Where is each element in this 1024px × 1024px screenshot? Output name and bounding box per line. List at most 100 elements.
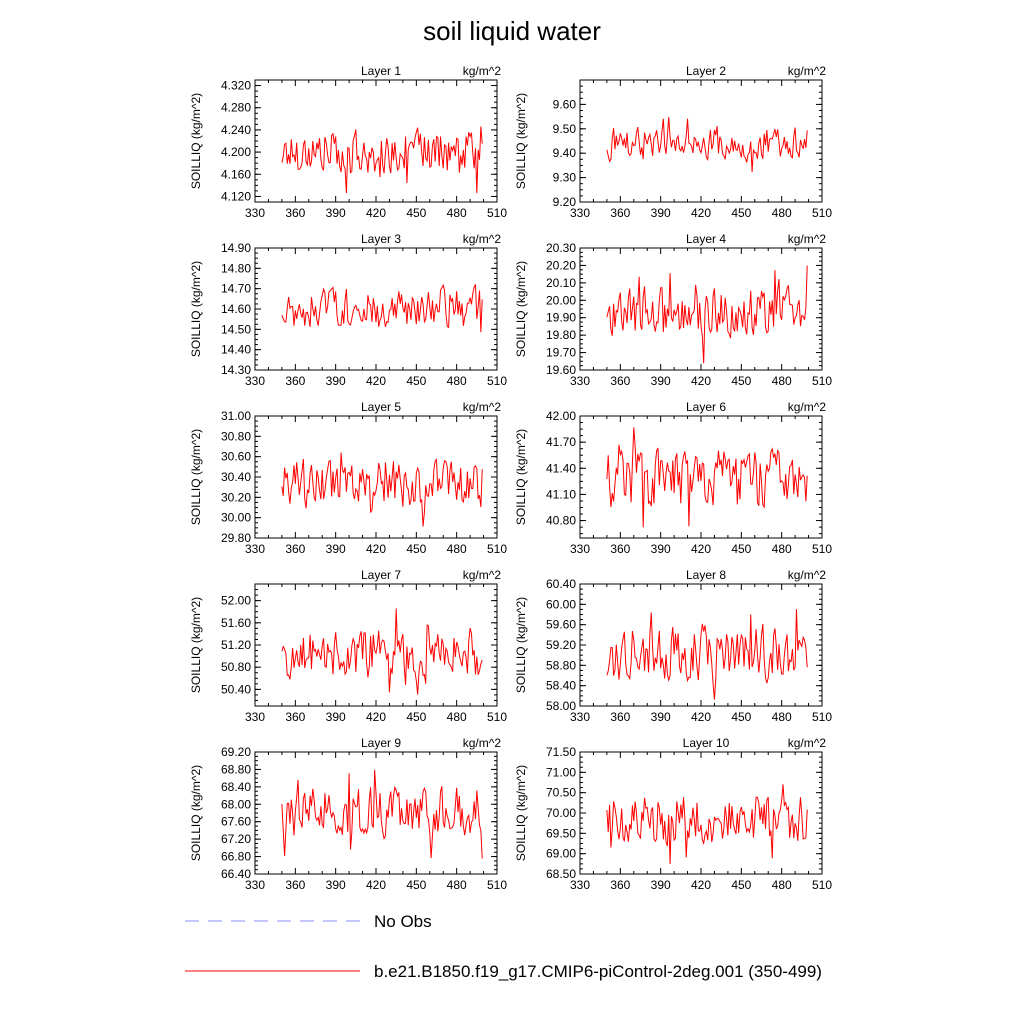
x-tick-label: 390 (651, 710, 671, 724)
legend-label-no-obs: No Obs (374, 912, 432, 931)
x-tick-label: 330 (570, 710, 590, 724)
y-tick-label: 30.20 (221, 490, 251, 504)
y-tick-label: 20.10 (546, 276, 576, 290)
y-tick-label: 42.00 (546, 409, 576, 423)
y-tick-label: 14.60 (221, 302, 251, 316)
y-tick-label: 69.00 (546, 847, 576, 861)
x-tick-label: 480 (772, 206, 792, 220)
panel-layer-4: Layer 4 kg/m^2 SOILLIQ (kg/m^2) 330 360 390 42… (514, 232, 832, 388)
y-tick-label: 68.80 (221, 762, 251, 776)
panel-title: Layer 7 (361, 568, 401, 582)
y-tick-label: 58.00 (546, 699, 576, 713)
y-tick-label: 51.60 (221, 616, 251, 630)
x-tick-label: 480 (772, 542, 792, 556)
x-tick-label: 390 (651, 206, 671, 220)
x-tick-label: 450 (731, 878, 751, 892)
x-tick-label: 420 (366, 374, 386, 388)
y-axis-label: SOILLIQ (kg/m^2) (514, 261, 528, 357)
y-tick-label: 70.00 (546, 806, 576, 820)
x-tick-label: 390 (326, 710, 346, 724)
x-tick-label: 450 (406, 374, 426, 388)
x-tick-label: 390 (651, 878, 671, 892)
x-tick-label: 420 (691, 206, 711, 220)
panel-layer-8: Layer 8 kg/m^2 SOILLIQ (kg/m^2) 330 360 390 42… (514, 568, 832, 724)
plot-frame (254, 583, 498, 707)
y-axis-label: SOILLIQ (kg/m^2) (189, 261, 203, 357)
y-axis-label: SOILLIQ (kg/m^2) (189, 597, 203, 693)
y-tick-label: 41.70 (546, 435, 576, 449)
y-tick-label: 19.90 (546, 311, 576, 325)
y-tick-label: 67.20 (221, 832, 251, 846)
x-tick-label: 360 (610, 878, 630, 892)
y-tick-label: 20.00 (546, 293, 576, 307)
x-tick-label: 390 (651, 374, 671, 388)
y-axis-label: SOILLIQ (kg/m^2) (189, 765, 203, 861)
x-tick-label: 420 (366, 206, 386, 220)
y-tick-label: 68.40 (221, 780, 251, 794)
panel-layer-2: Layer 2 kg/m^2 SOILLIQ (kg/m^2) 330 360 390 42… (514, 64, 832, 220)
panel-title: Layer 4 (686, 232, 726, 246)
x-tick-label: 420 (366, 710, 386, 724)
y-tick-label: 58.80 (546, 658, 576, 672)
panel-units: kg/m^2 (463, 736, 502, 750)
x-tick-label: 480 (772, 374, 792, 388)
y-tick-label: 9.30 (553, 171, 577, 185)
y-tick-label: 50.40 (221, 682, 251, 696)
legend-label-model: b.e21.B1850.f19_g17.CMIP6-piControl-2deg… (374, 962, 822, 981)
x-tick-label: 330 (245, 206, 265, 220)
y-tick-label: 68.50 (546, 867, 576, 881)
x-tick-label: 360 (285, 542, 305, 556)
y-tick-label: 4.120 (221, 189, 251, 203)
y-tick-label: 20.20 (546, 258, 576, 272)
y-tick-label: 4.240 (221, 123, 251, 137)
x-tick-label: 360 (610, 542, 630, 556)
y-tick-label: 14.30 (221, 363, 251, 377)
x-tick-label: 390 (326, 374, 346, 388)
series-line-layer-6 (606, 427, 808, 528)
x-tick-label: 420 (366, 542, 386, 556)
x-tick-label: 330 (245, 878, 265, 892)
x-tick-label: 510 (812, 374, 832, 388)
series-line-layer-4 (606, 265, 808, 364)
series-line-layer-10 (606, 784, 808, 864)
x-tick-label: 390 (326, 542, 346, 556)
x-tick-label: 420 (691, 710, 711, 724)
panel-layer-1: Layer 1 kg/m^2 SOILLIQ (kg/m^2) 330 360 390 42… (189, 64, 507, 220)
y-tick-label: 30.00 (221, 511, 251, 525)
panel-title: Layer 3 (361, 232, 401, 246)
series-line-layer-2 (606, 117, 808, 173)
x-tick-label: 390 (326, 878, 346, 892)
y-tick-label: 52.00 (221, 594, 251, 608)
x-tick-label: 480 (447, 542, 467, 556)
x-tick-label: 360 (285, 374, 305, 388)
x-tick-label: 480 (447, 206, 467, 220)
x-tick-label: 510 (487, 878, 507, 892)
x-tick-label: 360 (285, 206, 305, 220)
plot-frame (579, 247, 823, 371)
figure-title: soil liquid water (423, 16, 601, 46)
x-tick-label: 390 (651, 542, 671, 556)
panel-title: Layer 8 (686, 568, 726, 582)
y-tick-label: 9.20 (553, 195, 577, 209)
y-tick-label: 60.40 (546, 577, 576, 591)
y-axis-label: SOILLIQ (kg/m^2) (189, 93, 203, 189)
x-tick-label: 450 (731, 710, 751, 724)
y-tick-label: 19.80 (546, 328, 576, 342)
y-tick-label: 19.70 (546, 346, 576, 360)
x-tick-label: 450 (406, 206, 426, 220)
panel-layer-5: Layer 5 kg/m^2 SOILLIQ (kg/m^2) 330 360 390 42… (189, 400, 507, 556)
x-tick-label: 480 (447, 710, 467, 724)
legend: No Obs b.e21.B1850.f19_g17.CMIP6-piContr… (185, 912, 822, 981)
y-tick-label: 41.10 (546, 487, 576, 501)
series-line-layer-3 (281, 283, 483, 333)
panel-units: kg/m^2 (788, 232, 827, 246)
x-tick-label: 510 (812, 542, 832, 556)
series-line-layer-9 (281, 769, 483, 859)
y-tick-label: 70.50 (546, 786, 576, 800)
y-tick-label: 41.40 (546, 461, 576, 475)
panel-title: Layer 1 (361, 64, 401, 78)
panel-units: kg/m^2 (788, 568, 827, 582)
y-tick-label: 67.60 (221, 815, 251, 829)
y-axis-label: SOILLIQ (kg/m^2) (514, 765, 528, 861)
